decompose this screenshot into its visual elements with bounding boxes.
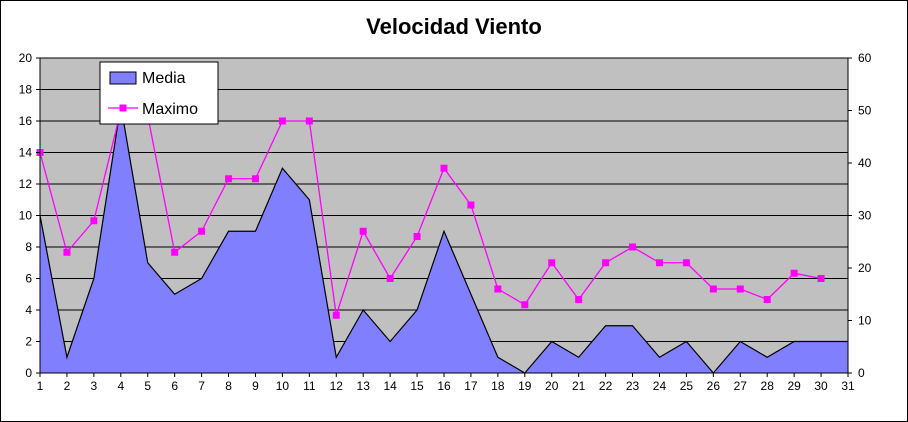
x-tick-label: 24 <box>653 379 667 393</box>
x-tick-label: 17 <box>464 379 478 393</box>
x-tick-label: 31 <box>841 379 855 393</box>
y-left-tick-label: 4 <box>25 303 32 317</box>
x-tick-label: 20 <box>545 379 559 393</box>
maximo-point <box>63 248 71 256</box>
y-right-tick-label: 20 <box>858 261 872 275</box>
y-left-tick-label: 18 <box>19 83 33 97</box>
x-tick-label: 4 <box>117 379 124 393</box>
maximo-point <box>467 201 475 209</box>
y-right-tick-label: 30 <box>858 209 872 223</box>
x-tick-label: 3 <box>91 379 98 393</box>
y-right-tick-label: 0 <box>858 366 865 380</box>
x-tick-label: 18 <box>491 379 505 393</box>
y-right-tick-label: 50 <box>858 104 872 118</box>
maximo-point <box>736 285 744 293</box>
y-left-tick-label: 14 <box>19 146 33 160</box>
maximo-point <box>548 259 556 267</box>
x-tick-label: 29 <box>787 379 801 393</box>
x-tick-label: 9 <box>252 379 259 393</box>
x-tick-label: 14 <box>383 379 397 393</box>
y-left-tick-label: 16 <box>19 114 33 128</box>
maximo-point <box>709 285 717 293</box>
legend-swatch-media <box>109 71 137 85</box>
maximo-point <box>575 296 583 303</box>
maximo-point <box>682 259 690 267</box>
legend-label-maximo: Maximo <box>142 101 198 118</box>
maximo-point <box>763 296 771 303</box>
maximo-point <box>305 117 313 125</box>
y-left-tick-label: 10 <box>19 209 33 223</box>
legend-label-media: Media <box>142 70 186 87</box>
x-tick-label: 23 <box>626 379 640 393</box>
maximo-point <box>440 164 448 172</box>
x-tick-label: 21 <box>572 379 586 393</box>
x-tick-label: 25 <box>680 379 694 393</box>
x-tick-label: 1 <box>37 379 44 393</box>
y-right-tick-label: 60 <box>858 51 872 65</box>
x-tick-label: 30 <box>814 379 828 393</box>
y-left-tick-label: 6 <box>25 272 32 286</box>
x-tick-label: 8 <box>225 379 232 393</box>
x-tick-label: 7 <box>198 379 205 393</box>
maximo-point <box>251 175 259 183</box>
maximo-point <box>494 285 502 293</box>
x-tick-label: 16 <box>437 379 451 393</box>
maximo-point <box>198 227 206 235</box>
maximo-point <box>386 275 394 282</box>
maximo-point <box>359 227 367 235</box>
maximo-point <box>332 311 340 319</box>
x-tick-label: 13 <box>357 379 371 393</box>
y-left-tick-label: 20 <box>19 51 33 65</box>
x-tick-label: 19 <box>518 379 532 393</box>
maximo-point <box>790 269 798 277</box>
x-tick-label: 15 <box>410 379 424 393</box>
y-left-tick-label: 8 <box>25 240 32 254</box>
y-right-tick-label: 40 <box>858 156 872 170</box>
x-tick-label: 28 <box>761 379 775 393</box>
legend: Media Maximo <box>99 61 219 125</box>
maximo-point <box>655 259 663 267</box>
x-tick-label: 12 <box>330 379 344 393</box>
chart-title: Velocidad Viento <box>366 14 542 39</box>
maximo-point <box>817 275 825 282</box>
legend-marker-maximo <box>119 104 127 112</box>
maximo-point <box>90 217 98 225</box>
y-left-tick-label: 12 <box>19 177 33 191</box>
x-tick-label: 11 <box>303 379 316 393</box>
maximo-point <box>413 233 421 240</box>
x-tick-label: 26 <box>707 379 721 393</box>
y-right-tick-label: 10 <box>858 314 872 328</box>
x-tick-label: 2 <box>64 379 71 393</box>
y-left-tick-label: 0 <box>25 366 32 380</box>
maximo-line <box>39 109 822 316</box>
x-tick-label: 22 <box>599 379 613 393</box>
x-tick-label: 10 <box>276 379 290 393</box>
maximo-point <box>629 243 637 251</box>
x-tick-label: 5 <box>144 379 151 393</box>
maximo-point <box>225 175 233 183</box>
y-left-tick-label: 2 <box>25 335 32 349</box>
maximo-point <box>521 301 529 309</box>
media-area <box>40 105 848 373</box>
x-tick-label: 27 <box>734 379 748 393</box>
x-tick-label: 6 <box>171 379 178 393</box>
maximo-point <box>278 117 286 125</box>
maximo-point <box>602 259 610 267</box>
maximo-point <box>171 248 179 256</box>
